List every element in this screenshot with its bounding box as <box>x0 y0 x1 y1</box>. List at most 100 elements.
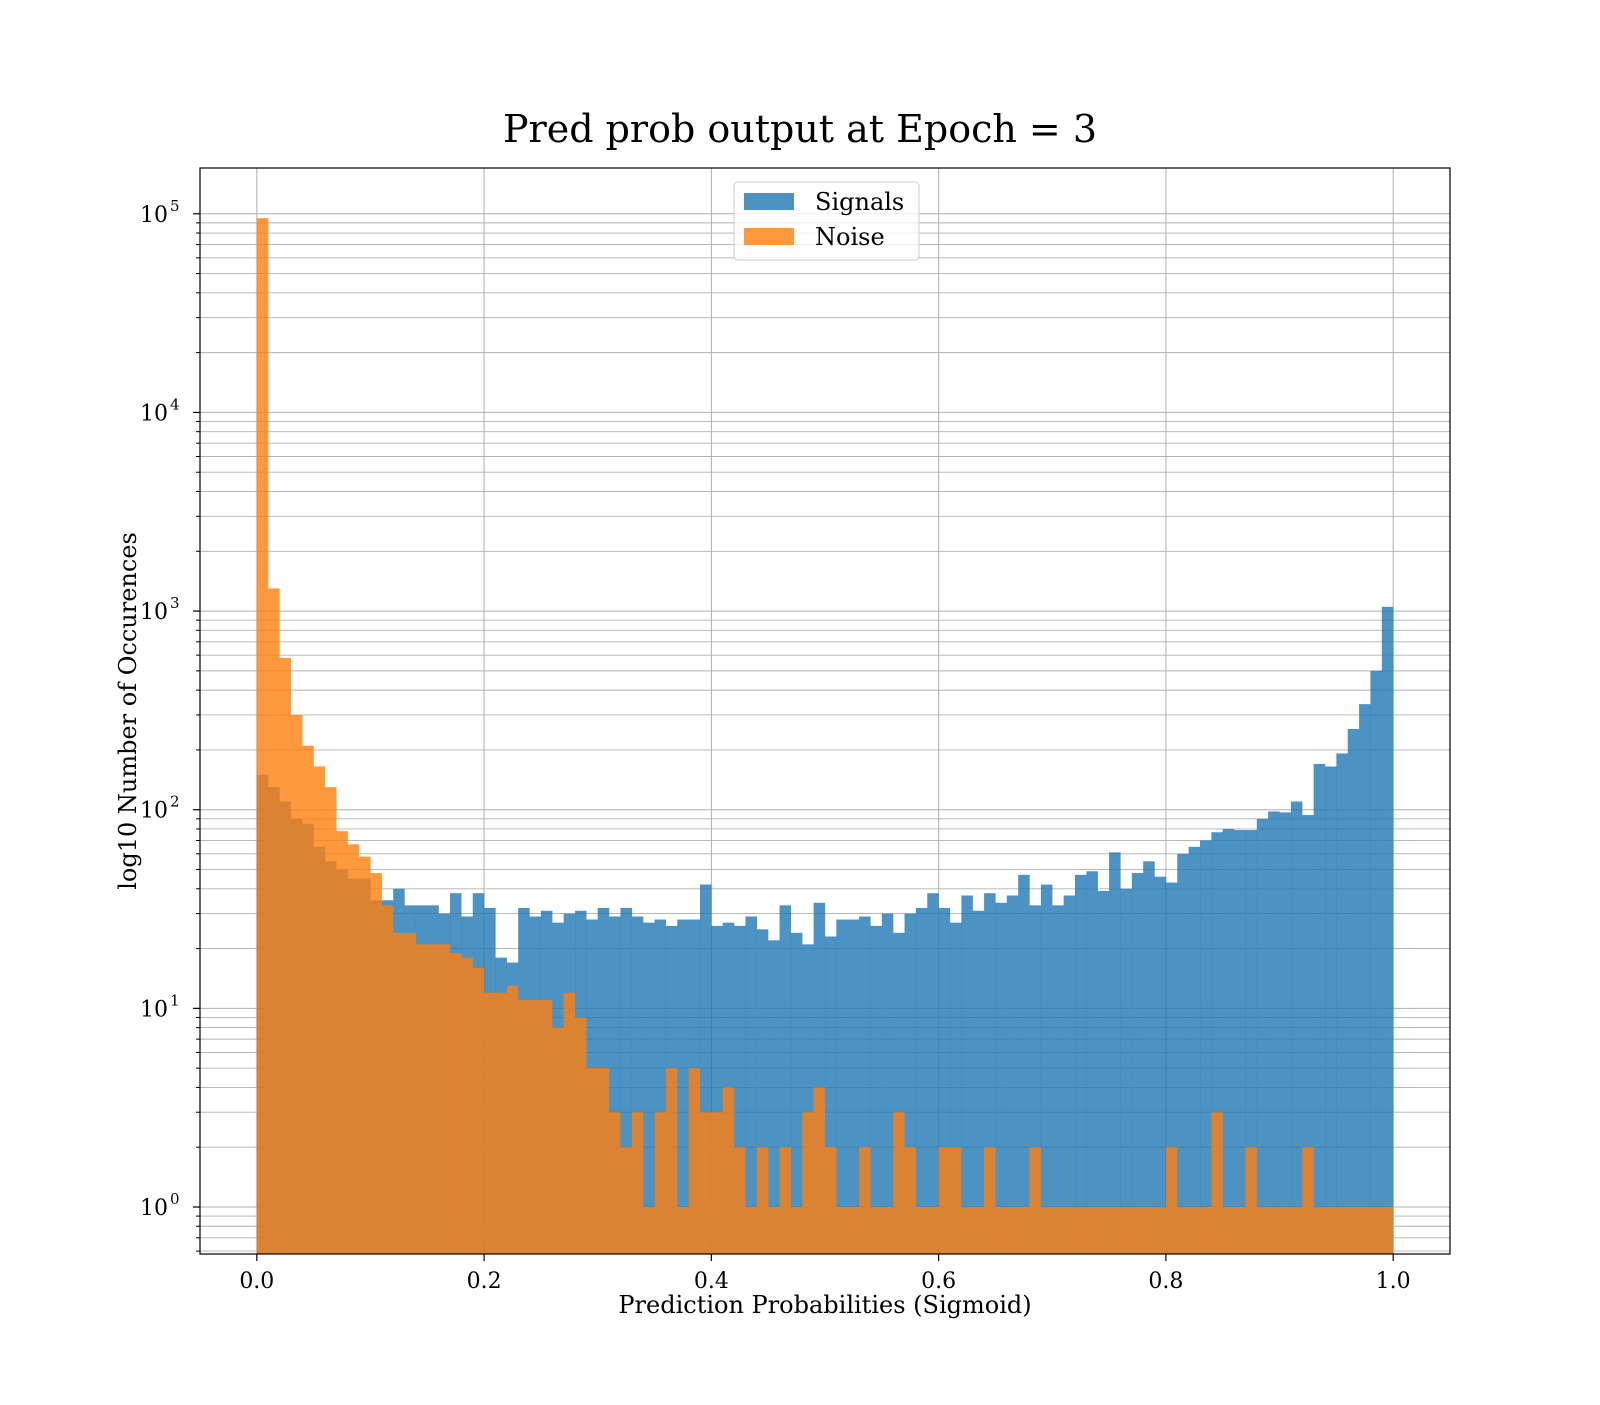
bar-signals <box>1313 763 1326 1254</box>
x-tick-label: 0.0 <box>239 1269 274 1294</box>
bar-signals <box>1029 905 1042 1254</box>
bar-noise <box>1256 1207 1269 1254</box>
bar-noise <box>620 1147 632 1254</box>
bar-noise <box>381 905 394 1254</box>
x-tick-label: 0.4 <box>694 1269 729 1294</box>
bar-noise <box>700 1112 712 1254</box>
bar-noise <box>1109 1207 1121 1254</box>
bar-noise <box>518 1000 530 1254</box>
series-noise <box>256 218 1394 1255</box>
bar-signals <box>631 916 644 1254</box>
bar-signals <box>995 902 1007 1254</box>
bar-noise <box>1347 1207 1360 1254</box>
bar-noise <box>313 766 326 1254</box>
bar-signals <box>1006 895 1019 1254</box>
bar-signals <box>620 908 632 1254</box>
bar-noise <box>575 1017 587 1254</box>
bar-signals <box>643 922 655 1254</box>
legend-label-signals: Signals <box>815 188 904 216</box>
bar-signals <box>768 940 780 1254</box>
histogram-bars <box>256 218 1394 1255</box>
bar-signals <box>1143 861 1155 1254</box>
bar-signals <box>1052 905 1064 1254</box>
bar-noise <box>995 1207 1007 1254</box>
bar-noise <box>325 787 337 1254</box>
bar-signals <box>1040 884 1053 1254</box>
bar-noise <box>597 1068 610 1254</box>
x-axis-ticks: 0.0 0.2 0.4 0.6 0.8 1.0 <box>239 1254 1411 1294</box>
bar-noise <box>722 1087 735 1254</box>
bar-signals <box>1120 888 1132 1254</box>
bar-noise <box>870 1207 882 1254</box>
bar-signals <box>927 893 939 1254</box>
bar-signals <box>802 944 814 1254</box>
bar-noise <box>1029 1147 1042 1254</box>
bar-noise <box>1200 1207 1212 1254</box>
bar-noise <box>1370 1207 1382 1254</box>
bar-noise <box>779 1147 792 1254</box>
bar-noise <box>972 1207 985 1254</box>
bar-noise <box>450 952 462 1254</box>
bar-noise <box>859 1147 871 1254</box>
bar-noise <box>631 1112 644 1254</box>
bar-noise <box>881 1207 894 1254</box>
bar-signals <box>1347 728 1360 1254</box>
bar-noise <box>256 218 269 1255</box>
bar-noise <box>1290 1207 1303 1254</box>
y-tick-exponent: 5 <box>170 197 180 215</box>
bar-noise <box>836 1207 848 1254</box>
bar-signals <box>1359 704 1371 1254</box>
legend-swatch-signals <box>744 193 794 210</box>
plot-frame <box>199 167 1451 1255</box>
bar-noise <box>1075 1207 1087 1254</box>
bar-signals <box>756 929 769 1254</box>
bar-noise <box>393 932 405 1254</box>
bar-noise <box>1143 1207 1155 1254</box>
bar-noise <box>711 1112 723 1254</box>
y-axis-label: log10 Number of Occurences <box>114 532 142 890</box>
bar-signals <box>1211 832 1223 1254</box>
bar-signals <box>790 932 803 1254</box>
bar-noise <box>1302 1147 1314 1254</box>
bar-noise <box>359 856 371 1254</box>
bar-signals <box>779 905 792 1254</box>
bar-signals <box>734 925 746 1254</box>
legend-swatch-noise <box>744 228 794 245</box>
bar-signals <box>836 919 848 1254</box>
bar-noise <box>802 1112 814 1254</box>
bar-signals <box>677 919 689 1254</box>
bar-noise <box>279 658 292 1254</box>
bar-noise <box>1063 1207 1076 1254</box>
bar-noise <box>961 1207 973 1254</box>
bar-noise <box>665 1068 678 1254</box>
bar-noise <box>586 1068 598 1254</box>
bar-signals <box>1188 846 1201 1254</box>
bar-signals <box>1268 811 1280 1254</box>
bar-signals <box>1256 818 1269 1254</box>
bar-noise <box>904 1147 917 1254</box>
bar-noise <box>1381 1207 1394 1254</box>
bar-noise <box>1086 1207 1098 1254</box>
bar-noise <box>915 1207 928 1254</box>
chart-title: Pred prob output at Epoch = 3 <box>503 107 1097 151</box>
x-tick-label: 0.2 <box>467 1269 502 1294</box>
bar-noise <box>461 957 473 1254</box>
bar-noise <box>1245 1147 1257 1254</box>
bar-signals <box>870 925 882 1254</box>
bar-noise <box>1359 1207 1371 1254</box>
bar-noise <box>1336 1207 1348 1254</box>
bar-noise <box>438 944 451 1254</box>
bar-noise <box>1188 1207 1201 1254</box>
bar-noise <box>768 1207 780 1254</box>
bar-signals <box>711 925 723 1254</box>
y-tick-exponent: 0 <box>170 1190 180 1208</box>
bar-signals <box>1279 812 1292 1254</box>
bar-signals <box>1200 840 1212 1254</box>
bar-noise <box>336 831 348 1254</box>
y-tick-label: 10 <box>140 997 168 1022</box>
bar-noise <box>1177 1207 1189 1254</box>
bar-signals <box>1370 670 1382 1254</box>
bar-noise <box>347 844 360 1254</box>
x-axis-label: Prediction Probabilities (Sigmoid) <box>618 1291 1031 1319</box>
